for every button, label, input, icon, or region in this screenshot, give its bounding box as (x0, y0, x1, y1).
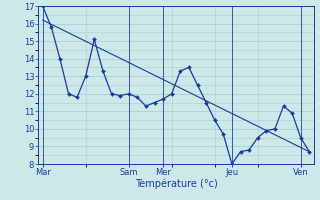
X-axis label: Température (°c): Température (°c) (135, 179, 217, 189)
